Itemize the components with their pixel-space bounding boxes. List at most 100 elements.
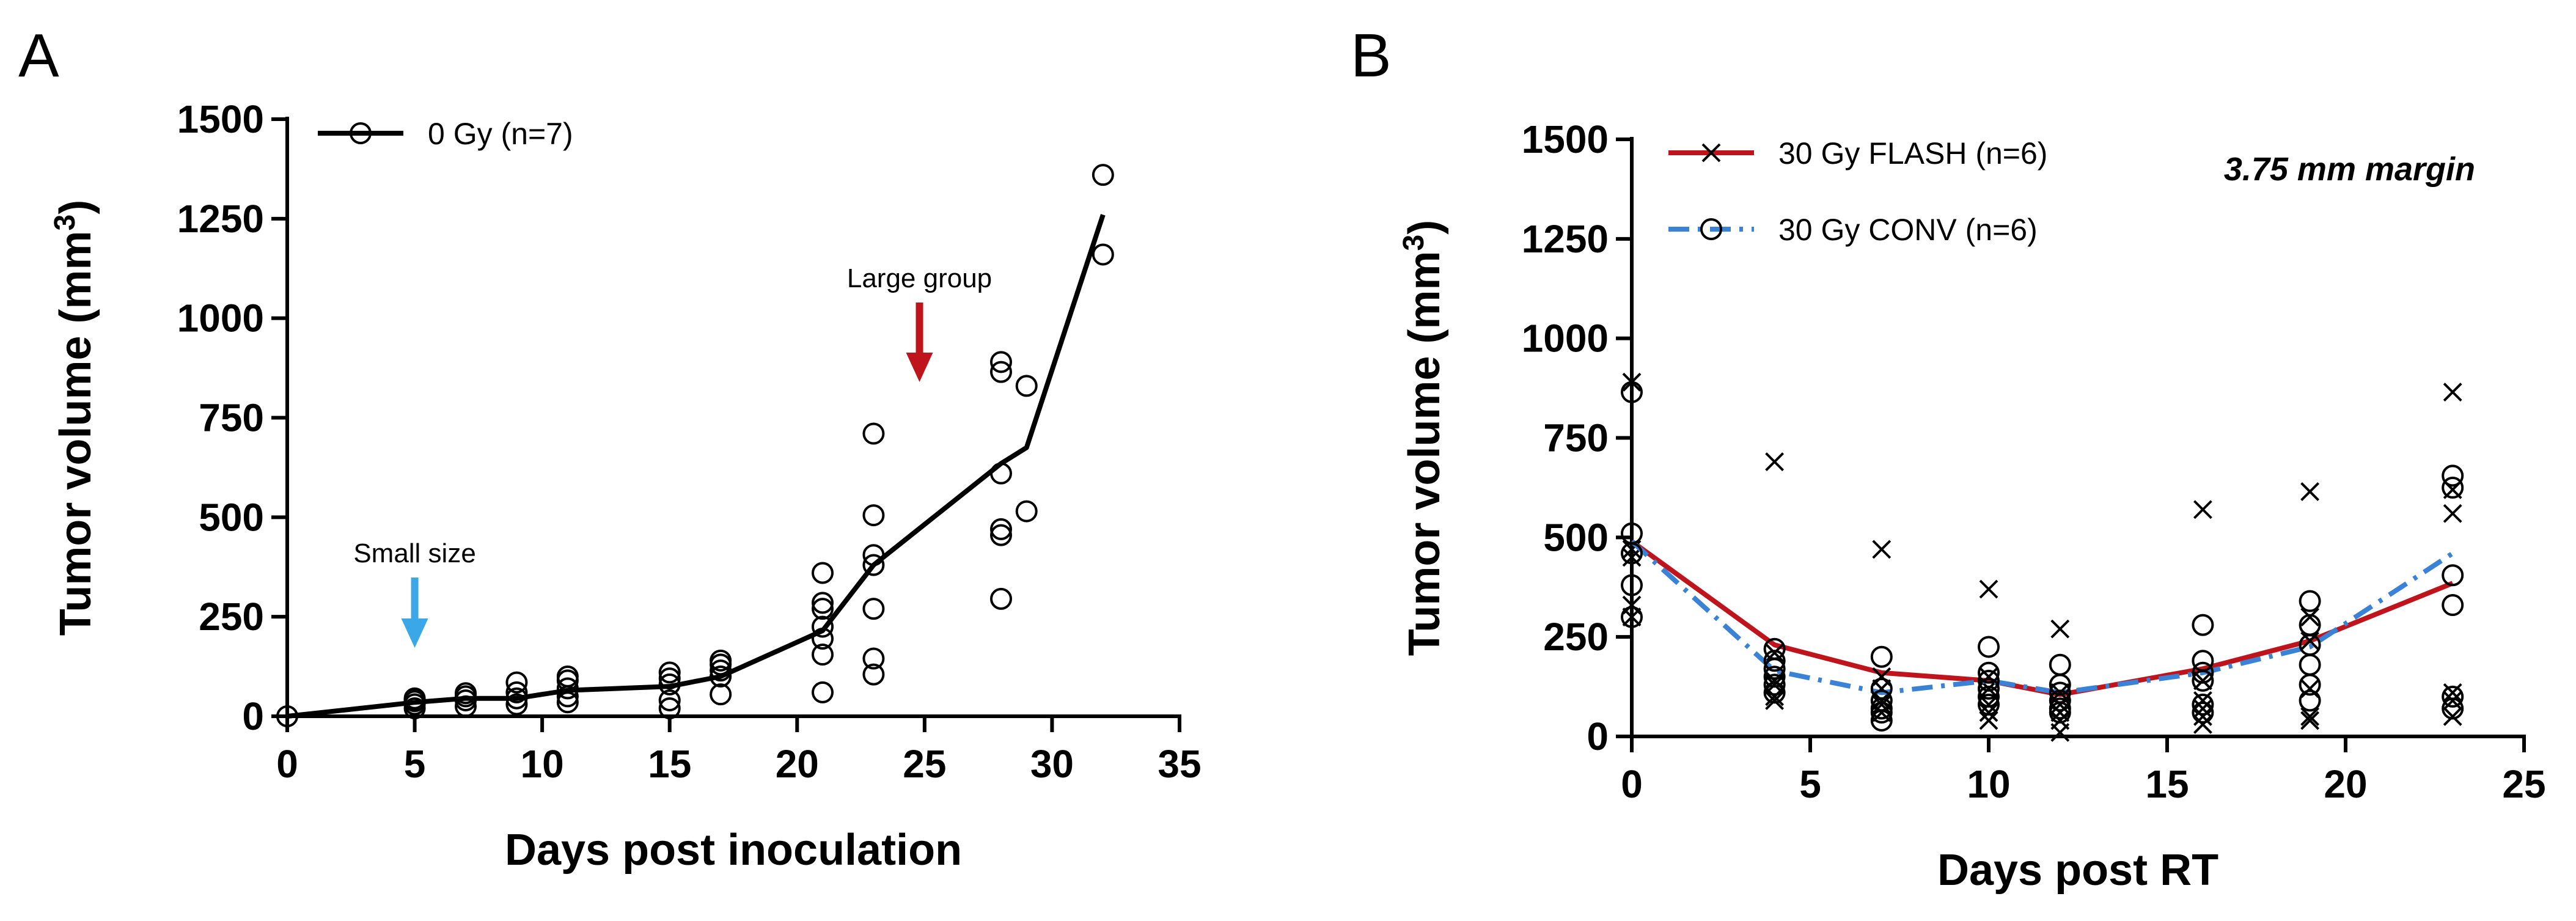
panel-a-x-tick-label-10: 10	[521, 742, 564, 786]
panel-b-series-30-gy-conv-n-6-line	[1630, 539, 2454, 695]
panel-b-series-2-point-32	[2192, 661, 2214, 684]
panel-a-series-1-point-37	[862, 663, 885, 686]
panel-b-series-1-point-30	[2193, 500, 2212, 519]
panel-b-x-tick-label-5: 5	[1799, 762, 1821, 806]
panel-a-series-1-point-19	[556, 665, 579, 688]
panel-b-series-2-point-45	[2442, 594, 2464, 617]
panel-a-series-1-point-21	[658, 689, 681, 711]
panel-a-annotation-large-group: Large group	[847, 263, 992, 293]
panel-b-series-1-point-44	[2443, 504, 2462, 523]
panel-a-series-1-point-41	[862, 544, 885, 567]
panel-b-series-2-point-4	[1621, 574, 1643, 596]
panel-b-series-2-point-12	[1870, 645, 1893, 668]
panel-a-series-1-point-12	[505, 687, 528, 710]
panel-a-series-1-point-39	[862, 598, 885, 620]
panel-b-series-2-point-27	[2049, 689, 2071, 712]
panel-b-y-axis-title: Tumor volume (mm3)	[1398, 220, 1450, 656]
panel-a-x-tick-label-20: 20	[776, 742, 819, 786]
panel-b-series-2-point-30	[2192, 614, 2214, 636]
panel-b-y-axis-title-sup: 3	[1398, 235, 1430, 251]
panel-b-series-1-point-27	[2050, 703, 2070, 722]
panel-b-series-2-point-44	[2442, 564, 2464, 587]
panel-b-x-tick-label-10: 10	[1967, 762, 2010, 806]
panel-a-series-1-point-20	[658, 697, 681, 719]
panel-b-series-1-point-34	[2193, 707, 2212, 726]
panel-b-series-2-point-21	[1978, 677, 2000, 700]
panel-a-annotation-small-size: Small size	[353, 538, 476, 568]
panel-b-y-tick-label-250: 250	[1543, 615, 1609, 659]
panel-a-y-axis-title-main: Tumor volume (mm	[51, 230, 100, 636]
panel-b-series-2-point-1	[1621, 381, 1643, 403]
panel-b-x-tick-label-0: 0	[1621, 762, 1643, 806]
panel-b-x-tick-label-20: 20	[2324, 762, 2367, 806]
panel-a-series-1-point-49	[990, 351, 1012, 373]
panel-a-series-1-point-7	[455, 695, 477, 717]
panel-b-series-1-point-39	[2300, 679, 2320, 699]
panel-b-series-2-point-43	[2442, 476, 2464, 499]
panel-b-series-2-point-42	[2442, 464, 2464, 487]
panel-b-series-2-point-35	[2192, 701, 2214, 724]
panel-b-series-1-point-24	[2050, 619, 2070, 639]
panel-a-x-tick-label-25: 25	[903, 742, 946, 786]
panel-b-series-1-point-35	[2193, 715, 2212, 734]
panel-b-series-2-point-29	[2049, 701, 2071, 724]
panel-b-series-1-point-33	[2193, 699, 2212, 718]
panel-a-series-1-point-36	[812, 562, 834, 584]
panel-b-y-tick-label-1000: 1000	[1522, 317, 1609, 361]
panel-b-y-tick-label-750: 750	[1543, 416, 1609, 460]
panel-a-series-1-point-31	[812, 644, 834, 666]
panel-b-series-1-point-12	[1872, 540, 1892, 559]
panel-b-x-tick-label-15: 15	[2145, 762, 2189, 806]
panel-b-y-axis-title-main: Tumor volume (mm	[1400, 251, 1449, 656]
panel-b-series-1-point-42	[2443, 383, 2462, 402]
panel-a-series-1-point-11	[505, 693, 528, 716]
panel-a-series-1-point-45	[990, 524, 1012, 546]
panel-b-series-1-point-11	[1765, 691, 1785, 710]
panel-a-series-1-point-43	[862, 422, 885, 445]
panel-a-y-tick-label-0: 0	[242, 694, 264, 738]
panel-a-series-1-point-50	[1015, 500, 1038, 523]
panel-a-y-tick-label-1000: 1000	[177, 296, 264, 340]
panel-b-series-2-point-18	[1978, 636, 2000, 658]
panel-b-series-1-point-40	[2300, 707, 2320, 726]
panel-a-series-1-point-47	[990, 462, 1012, 485]
panel-a-y-axis-title-sup: 3	[49, 215, 81, 231]
panel-a-series-1-point-42	[862, 504, 885, 527]
panel-b-series-2-point-34	[2192, 693, 2214, 716]
panel-b-series-2-point-23	[1978, 693, 2000, 716]
panel-b-series-2-point-11	[1763, 681, 1786, 704]
panel-a-series-1-point-52	[1092, 243, 1114, 266]
panel-a-x-tick-label-35: 35	[1158, 742, 1201, 786]
panel-b-legend-label-1: 30 Gy FLASH (n=6)	[1778, 136, 2047, 171]
panel-a-series-0-gy-n-7	[276, 164, 1114, 727]
panel-letter-b: B	[1351, 21, 1392, 90]
panel-b-y-tick-label-1500: 1500	[1522, 117, 1609, 161]
panel-b-series-2-point-22	[1978, 685, 2000, 708]
panel-b-series-1-point-8	[1765, 671, 1785, 691]
panel-b-series-1-point-6	[1765, 452, 1785, 471]
panel-a-x-tick-label-0: 0	[276, 742, 298, 786]
panel-b-legend-marker-1	[1701, 143, 1721, 163]
panel-b-series-2-point-47	[2442, 697, 2464, 720]
panel-a-series-1-point-27	[710, 659, 732, 682]
panel-b-series-2-point-7	[1763, 650, 1786, 672]
panel-a-x-tick-label-15: 15	[648, 742, 691, 786]
panel-a-x-tick-label-30: 30	[1030, 742, 1074, 786]
panel-a-series-1-point-44	[990, 587, 1012, 610]
panel-a-series-1-point-1	[276, 705, 298, 727]
panel-b-series-2-point-9	[1763, 666, 1786, 688]
panel-b-series-1-point-16	[1872, 695, 1892, 714]
panel-b-series-2-point-16	[1870, 701, 1893, 724]
panel-b-series-2-point-20	[1978, 669, 2000, 692]
panel-a-annotation-arrow-head-1	[401, 618, 428, 648]
panel-a-series-1-point-35	[812, 592, 834, 614]
panel-a-series-1-point-17	[556, 677, 579, 700]
panel-b-series-1-point-18	[1979, 579, 1998, 599]
panel-b-y-tick-label-500: 500	[1543, 515, 1609, 559]
panel-a-series-1-point-34	[812, 598, 834, 620]
panel-b-series-30-gy-flash-n-6	[1622, 372, 2462, 742]
panel-b-series-1-point-38	[2300, 631, 2320, 651]
panel-b-series-1-point-22	[1979, 703, 1998, 722]
panel-b-series-2-point-40	[2299, 673, 2321, 696]
panel-b-series-2-point-5	[1621, 606, 1643, 628]
